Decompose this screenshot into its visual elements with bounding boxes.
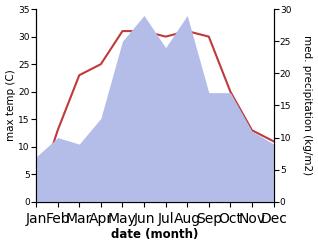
Y-axis label: max temp (C): max temp (C) — [5, 70, 16, 141]
X-axis label: date (month): date (month) — [111, 228, 198, 242]
Y-axis label: med. precipitation (kg/m2): med. precipitation (kg/m2) — [302, 35, 313, 176]
